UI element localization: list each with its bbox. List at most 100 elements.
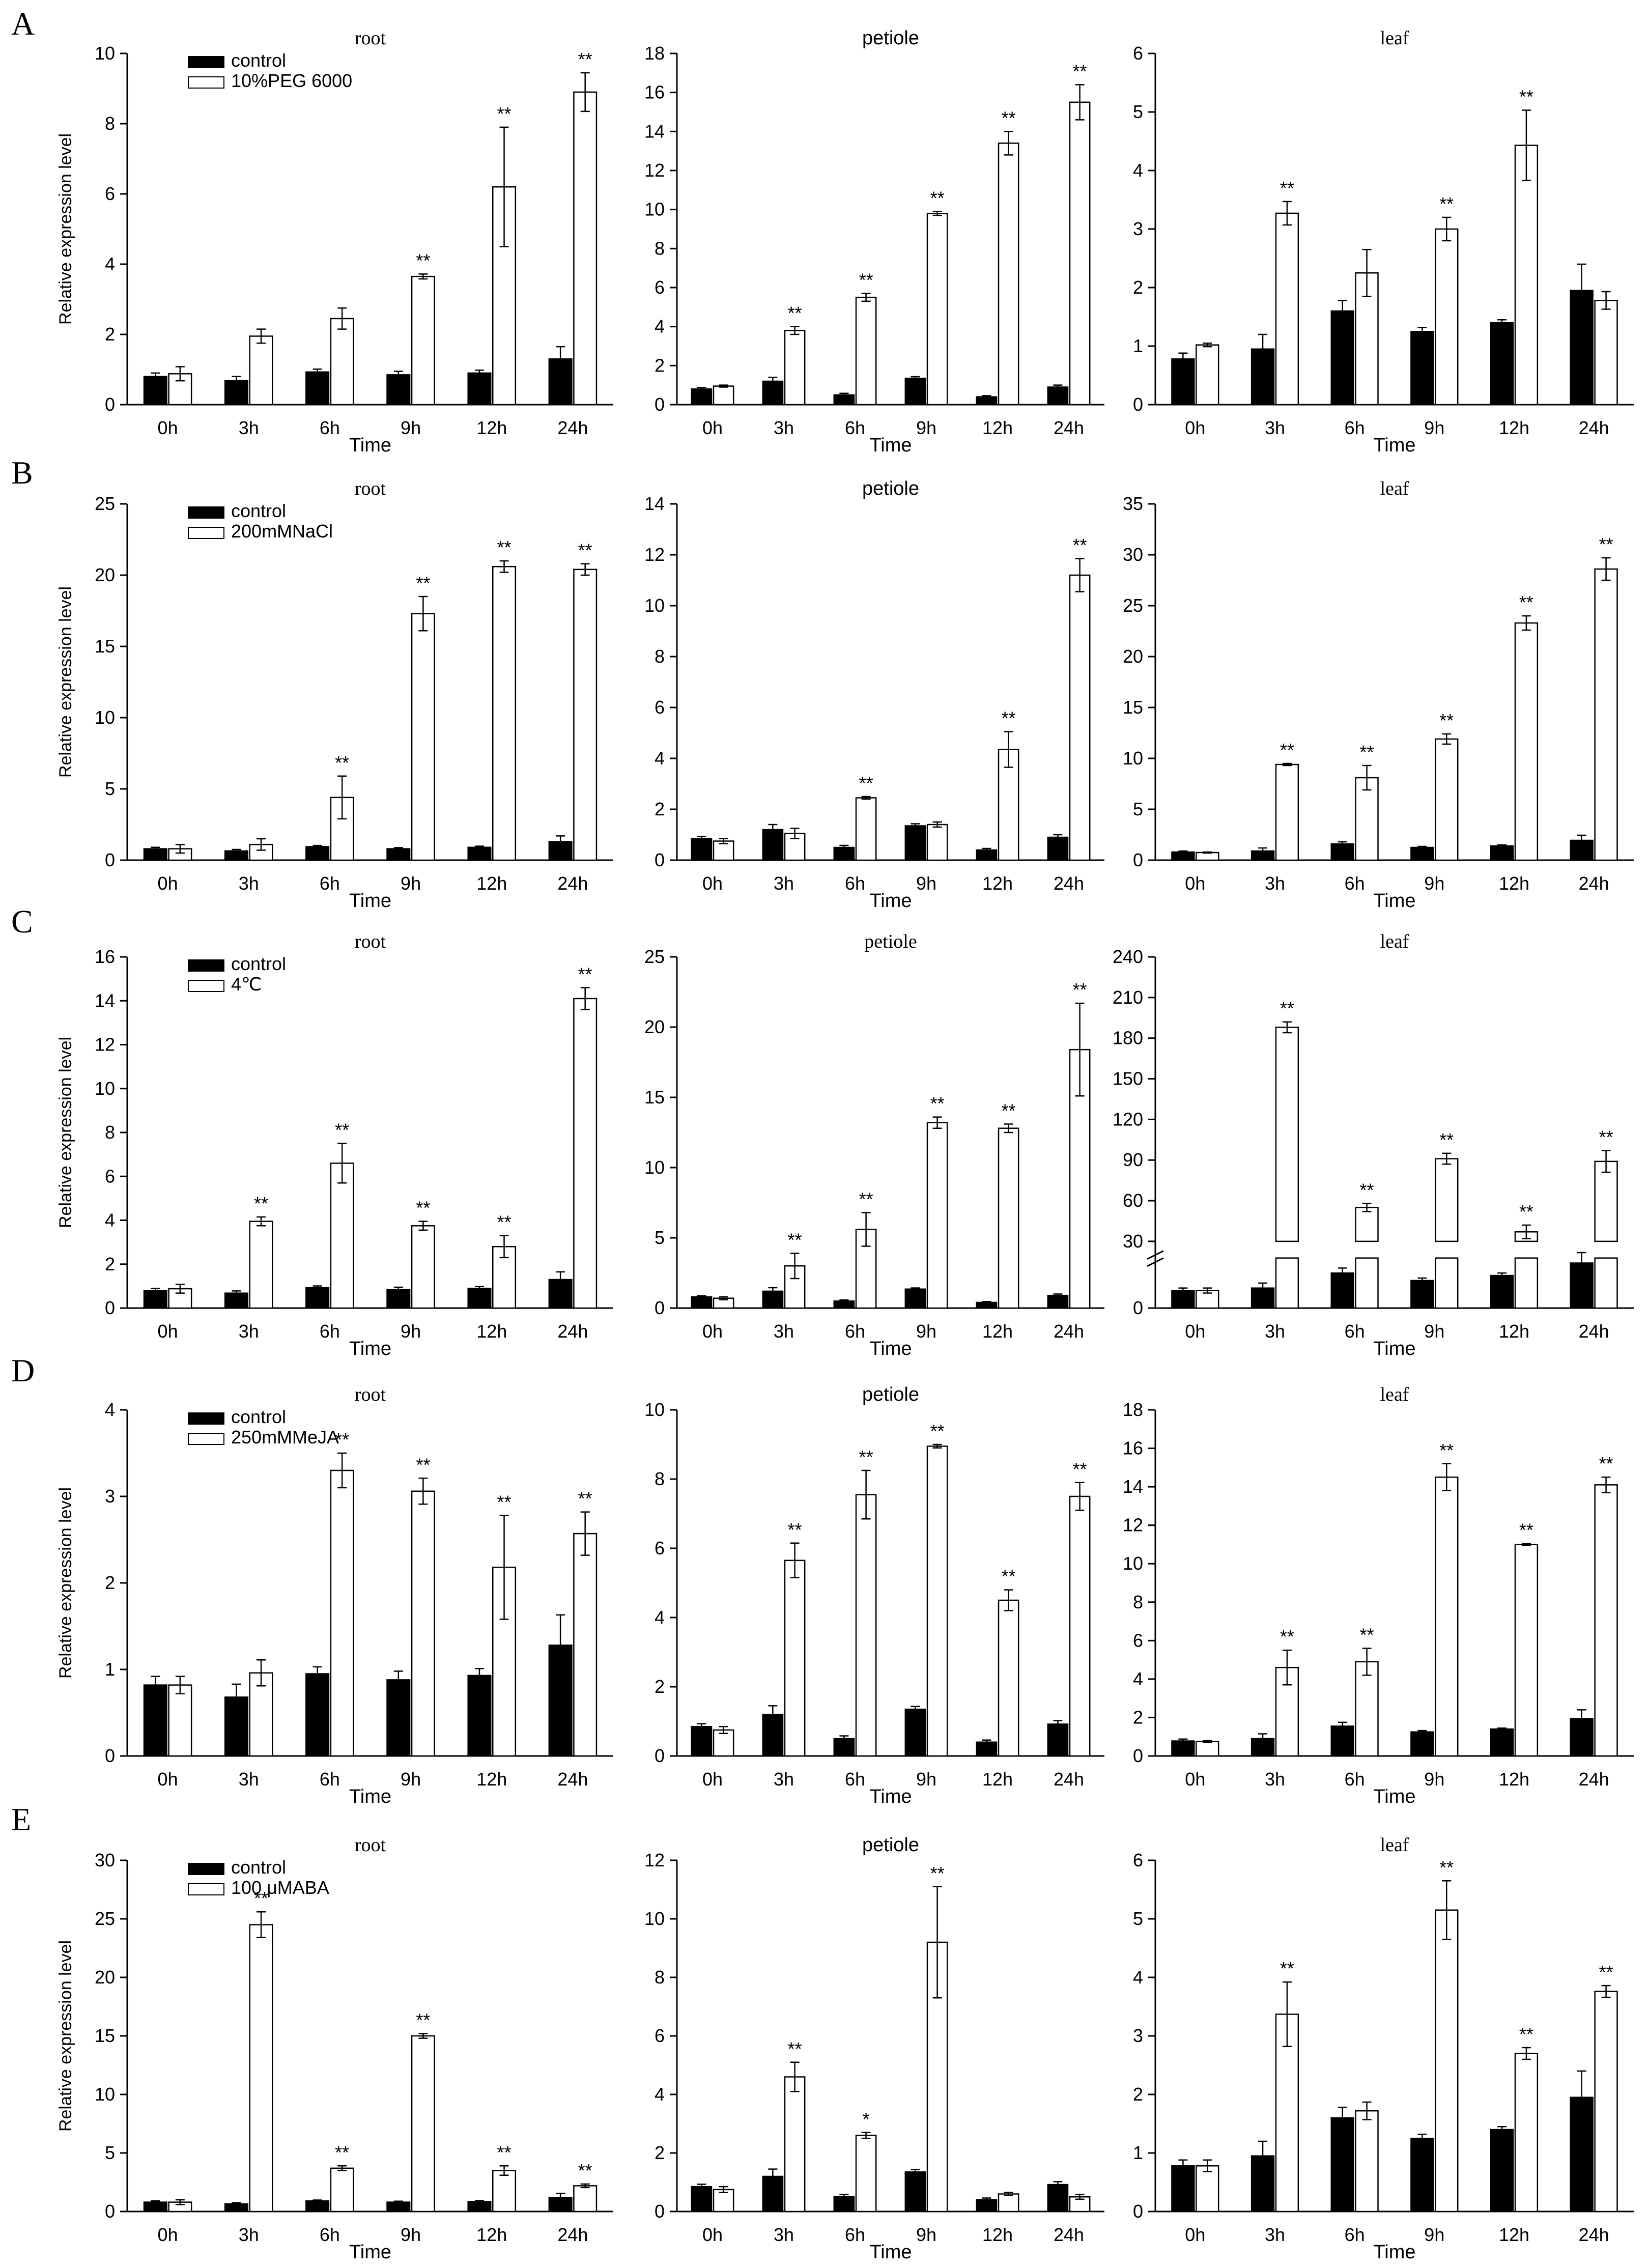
bar (1410, 1731, 1434, 1757)
chart-e-petiole (670, 1859, 1104, 2213)
y-tick-label: 0 (655, 394, 665, 415)
x-tick-label: 6h (845, 1769, 865, 1790)
y-tick-label: 8 (655, 238, 665, 259)
x-axis-title: Time (1373, 1338, 1415, 1359)
legend-swatch-control (188, 959, 224, 972)
bar (1330, 2117, 1354, 2213)
y-tick-label: 3 (1133, 2025, 1143, 2046)
x-tick-label: 24h (1579, 2224, 1609, 2245)
x-tick-label: 3h (1265, 2224, 1285, 2245)
y-tick-label: 10 (644, 1399, 665, 1420)
y-tick-label: 2 (655, 799, 665, 819)
x-tick-label: 12h (1499, 2224, 1529, 2245)
bar (1594, 568, 1618, 861)
x-tick-label: 6h (320, 1769, 340, 1790)
bar (1069, 101, 1091, 406)
significance-label: ** (497, 103, 511, 124)
x-tick-label: 6h (845, 873, 865, 894)
y-tick-label: 10 (1123, 1553, 1143, 1574)
bar (1330, 310, 1354, 406)
bar (1490, 845, 1514, 861)
legend-label-control: control (231, 500, 286, 521)
significance-label: ** (254, 1888, 268, 1909)
bar (1275, 763, 1299, 861)
panel-letter-a: A (11, 6, 35, 42)
y-tick-label: 12 (644, 1850, 665, 1870)
x-tick-label: 24h (1579, 1769, 1609, 1790)
x-tick-label: 3h (1265, 1769, 1285, 1790)
y-tick-label: 12 (644, 544, 665, 565)
panel-letter-b: B (11, 455, 33, 491)
y-tick-label: 4 (655, 2084, 665, 2105)
x-tick-label: 12h (982, 1321, 1013, 1342)
significance-label: ** (416, 1454, 430, 1475)
y-tick-label: 10 (95, 707, 115, 728)
y-axis-title: Relative expression level (56, 1037, 75, 1228)
significance-label: ** (859, 1188, 873, 1209)
significance-label: ** (1280, 998, 1294, 1019)
x-tick-label: 6h (320, 417, 340, 438)
significance-label: ** (578, 963, 592, 984)
x-tick-label: 0h (1185, 417, 1205, 438)
legend-label-treatment: 4℃ (231, 974, 262, 995)
chart-c-root: Relative expression level (56, 956, 613, 1309)
legend-swatch-treatment (188, 76, 224, 89)
x-tick-label: 24h (1579, 873, 1609, 894)
x-tick-label: 24h (1054, 2224, 1084, 2245)
bar (1594, 300, 1618, 406)
y-tick-label: 20 (1123, 646, 1143, 667)
chart-b-petiole (670, 503, 1104, 861)
y-tick-label: 2 (1133, 2084, 1143, 2105)
significance-label: ** (1599, 1127, 1613, 1148)
y-tick-label: 6 (1133, 1850, 1143, 1870)
y-tick-label: 4 (105, 253, 115, 274)
y-tick-label: 20 (95, 1967, 115, 1988)
significance-label: ** (1073, 1459, 1087, 1480)
y-tick-label: 4 (105, 1210, 115, 1231)
bar (1594, 1257, 1618, 1309)
y-tick-label: 90 (1123, 1149, 1143, 1170)
bar (386, 1679, 411, 1757)
significance-label: ** (335, 1429, 349, 1450)
bar (1275, 1027, 1299, 1242)
x-tick-label: 3h (774, 417, 794, 438)
significance-label: ** (1073, 61, 1087, 81)
y-tick-label: 60 (1123, 1190, 1143, 1211)
bar (411, 1225, 435, 1309)
y-tick-label: 0 (1133, 394, 1143, 415)
significance-label: ** (1519, 87, 1533, 107)
significance-label: ** (1599, 1962, 1613, 1982)
x-axis-title: Time (349, 1338, 391, 1359)
y-tick-label: 6 (655, 277, 665, 298)
y-tick-label: 5 (1133, 799, 1143, 819)
x-tick-label: 6h (320, 1321, 340, 1342)
bar (1047, 1723, 1069, 1757)
bar (467, 1675, 492, 1757)
y-tick-label: 0 (105, 849, 115, 870)
x-tick-label: 12h (476, 1321, 507, 1342)
y-axis-title: Relative expression level (56, 1487, 75, 1679)
x-tick-label: 12h (1499, 873, 1529, 894)
bar (926, 824, 948, 861)
x-tick-label: 0h (158, 2224, 178, 2245)
bar (1435, 1909, 1459, 2213)
bar (573, 2185, 598, 2213)
bar (1047, 386, 1069, 406)
y-axis-title: Relative expression level (56, 1940, 75, 2132)
legend-swatch-treatment (188, 980, 224, 992)
chart-title: leaf (1380, 1834, 1409, 1856)
y-tick-label: 4 (1133, 1967, 1143, 1988)
significance-label: ** (1439, 1857, 1454, 1878)
bar (1047, 2184, 1069, 2213)
legend-swatch-treatment (188, 1883, 224, 1895)
significance-label: ** (1599, 1453, 1613, 1474)
bar (1047, 836, 1069, 861)
y-tick-label: 0 (1133, 849, 1143, 870)
chart-c-petiole (670, 956, 1104, 1309)
x-tick-label: 9h (401, 1321, 421, 1342)
chart-title: petiole (862, 478, 919, 499)
y-tick-label: 6 (1133, 1630, 1143, 1651)
bar (492, 565, 517, 861)
x-axis-title: Time (349, 890, 391, 912)
chart-d-root: Relative expression level (56, 1409, 613, 1757)
